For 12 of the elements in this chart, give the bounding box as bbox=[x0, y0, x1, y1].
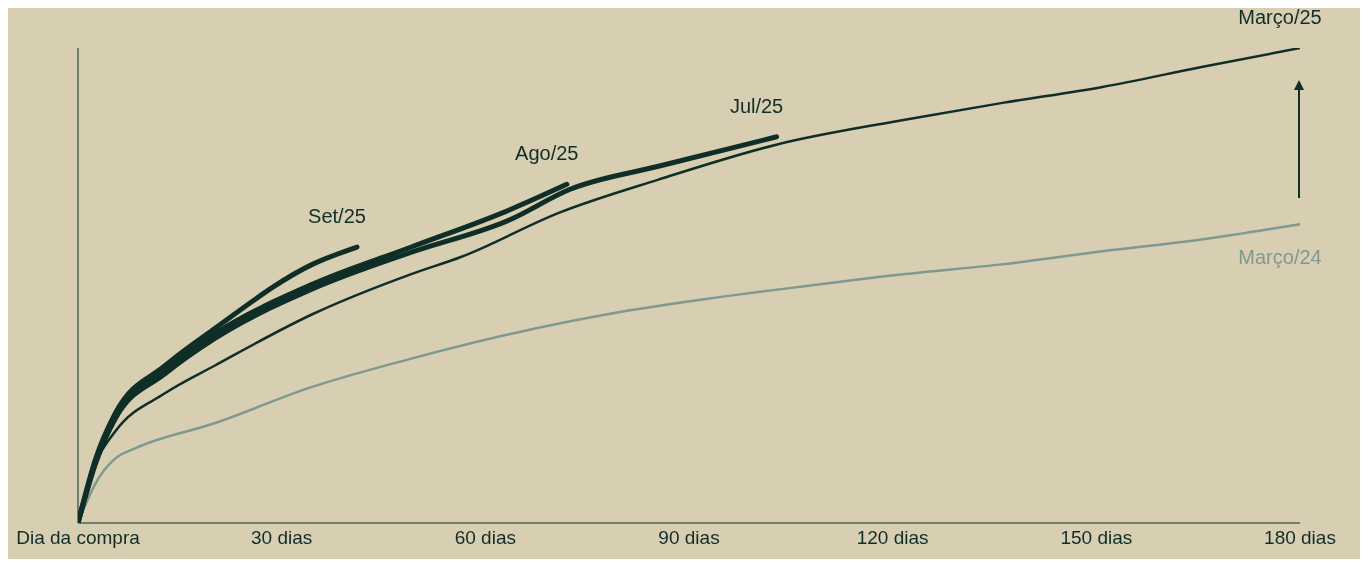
x-tick-label: 60 dias bbox=[454, 527, 516, 549]
series-label: Março/25 bbox=[1238, 6, 1322, 28]
x-tick-label: 180 dias bbox=[1264, 527, 1336, 549]
x-tick-label: 90 dias bbox=[658, 527, 720, 549]
x-tick-label: 120 dias bbox=[856, 527, 929, 549]
x-tick-label: Dia da compra bbox=[16, 527, 141, 549]
x-tick-label: 30 dias bbox=[251, 527, 313, 549]
series-label: Jul/25 bbox=[729, 94, 784, 117]
series-label: Set/25 bbox=[308, 205, 366, 228]
x-tick-label: 150 dias bbox=[1060, 527, 1133, 549]
series-label: Ago/25 bbox=[515, 142, 579, 165]
series-label: Março/24 bbox=[1238, 246, 1322, 269]
